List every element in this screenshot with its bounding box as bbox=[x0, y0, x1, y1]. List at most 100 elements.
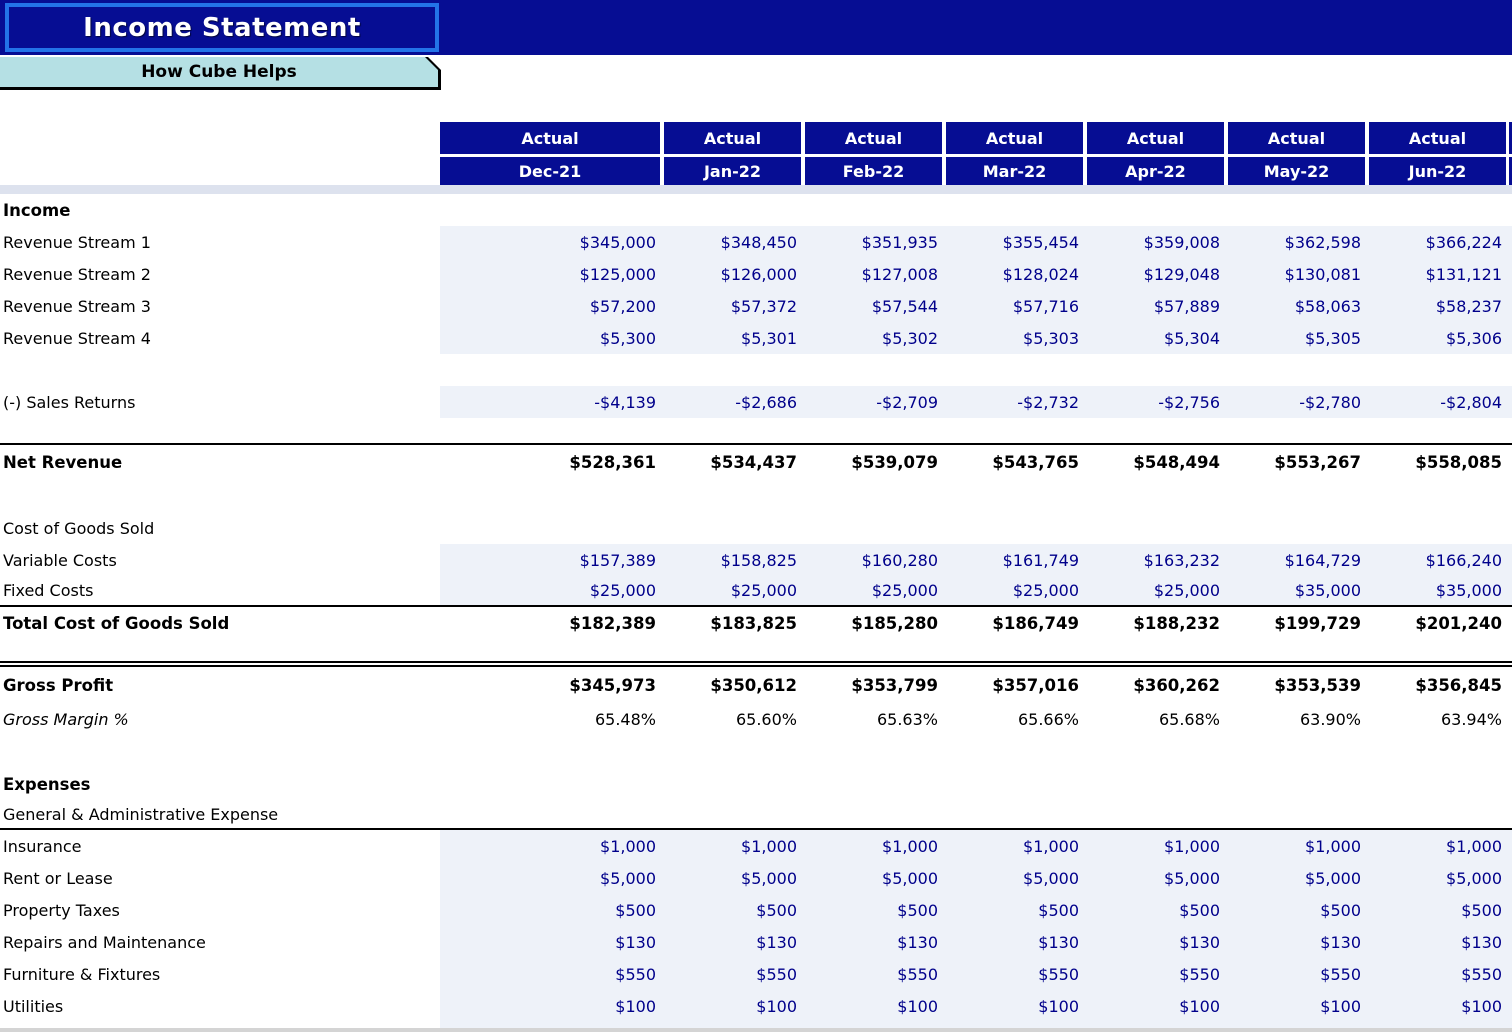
cell-value[interactable] bbox=[440, 194, 660, 226]
column-header[interactable]: Actual bbox=[1365, 122, 1506, 154]
cell-value[interactable]: $500 bbox=[615, 900, 656, 920]
cell-value[interactable] bbox=[1365, 194, 1506, 226]
cell-value[interactable]: $125,000 bbox=[579, 264, 656, 284]
cell-value[interactable]: $100 bbox=[1461, 996, 1502, 1016]
cell-value[interactable]: $164,729 bbox=[1284, 550, 1361, 570]
cell-value[interactable]: $351,935 bbox=[861, 232, 938, 252]
cell-value[interactable]: $5,000 bbox=[1164, 868, 1220, 888]
column-header[interactable]: Actual bbox=[942, 122, 1083, 154]
cell-value[interactable] bbox=[440, 800, 660, 828]
cell-value[interactable]: -$2,732 bbox=[1017, 392, 1079, 412]
cell-value[interactable]: $550 bbox=[615, 964, 656, 984]
cell-value[interactable]: $100 bbox=[756, 996, 797, 1016]
cell-value[interactable]: $131,121 bbox=[1425, 264, 1502, 284]
cell-value[interactable]: $500 bbox=[1038, 900, 1079, 920]
row-label[interactable]: Total Cost of Goods Sold bbox=[3, 614, 230, 633]
cell-value[interactable] bbox=[440, 768, 660, 800]
cell-value[interactable]: $1,000 bbox=[1023, 836, 1079, 856]
cell-value[interactable]: $130 bbox=[1179, 932, 1220, 952]
cell-value[interactable]: $5,304 bbox=[1164, 328, 1220, 348]
row-label[interactable]: Repairs and Maintenance bbox=[3, 932, 206, 952]
cell-value[interactable]: $57,372 bbox=[730, 296, 797, 316]
cell-value[interactable]: $550 bbox=[1461, 964, 1502, 984]
cell-value[interactable]: 63.90% bbox=[1299, 709, 1361, 729]
cell-value[interactable]: $550 bbox=[1320, 964, 1361, 984]
cell-value[interactable] bbox=[1365, 512, 1506, 544]
cell-value[interactable] bbox=[660, 194, 801, 226]
cell-value[interactable]: $539,079 bbox=[851, 453, 938, 472]
cell-value[interactable] bbox=[1365, 800, 1506, 828]
cell-value[interactable]: 65.68% bbox=[1158, 709, 1220, 729]
cell-value[interactable]: $550 bbox=[897, 964, 938, 984]
cell-value[interactable]: $5,000 bbox=[600, 868, 656, 888]
cell-value[interactable]: $1,000 bbox=[1164, 836, 1220, 856]
cell-value[interactable]: $188,232 bbox=[1133, 614, 1220, 633]
how-cube-helps-tab[interactable]: How Cube Helps bbox=[0, 57, 441, 90]
cell-value[interactable]: $25,000 bbox=[589, 581, 656, 600]
cell-value[interactable]: $5,000 bbox=[1023, 868, 1079, 888]
cell-value[interactable]: $5,305 bbox=[1305, 328, 1361, 348]
cell-value[interactable]: $100 bbox=[1038, 996, 1079, 1016]
cell-value[interactable]: $5,000 bbox=[882, 868, 938, 888]
cell-value[interactable]: $1,000 bbox=[1305, 836, 1361, 856]
cell-value[interactable]: -$2,686 bbox=[735, 392, 797, 412]
cell-value[interactable]: $161,749 bbox=[1002, 550, 1079, 570]
cell-value[interactable] bbox=[1224, 768, 1365, 800]
column-header[interactable]: Apr-22 bbox=[1083, 157, 1224, 185]
cell-value[interactable]: -$2,780 bbox=[1299, 392, 1361, 412]
cell-value[interactable]: $185,280 bbox=[851, 614, 938, 633]
row-label[interactable]: Revenue Stream 2 bbox=[3, 264, 151, 284]
row-label[interactable] bbox=[0, 1022, 440, 1028]
cell-value[interactable]: $25,000 bbox=[1012, 581, 1079, 600]
cell-value[interactable]: $550 bbox=[756, 964, 797, 984]
cell-value[interactable] bbox=[801, 1022, 942, 1028]
row-label[interactable]: Property Taxes bbox=[3, 900, 120, 920]
cell-value[interactable]: $500 bbox=[1179, 900, 1220, 920]
row-label[interactable]: Insurance bbox=[3, 836, 82, 856]
cell-value[interactable]: $360,262 bbox=[1133, 675, 1220, 695]
cell-value[interactable]: $130 bbox=[1461, 932, 1502, 952]
cell-value[interactable] bbox=[1083, 512, 1224, 544]
cell-value[interactable]: $57,544 bbox=[871, 296, 938, 316]
row-label[interactable]: Revenue Stream 4 bbox=[3, 328, 151, 348]
cell-value[interactable]: $186,749 bbox=[992, 614, 1079, 633]
cell-value[interactable]: $100 bbox=[615, 996, 656, 1016]
cell-value[interactable]: $356,845 bbox=[1415, 675, 1502, 695]
cell-value[interactable]: $1,000 bbox=[741, 836, 797, 856]
row-label[interactable]: Variable Costs bbox=[3, 550, 117, 570]
cell-value[interactable] bbox=[1224, 194, 1365, 226]
cell-value[interactable]: 65.63% bbox=[876, 709, 938, 729]
row-label[interactable]: Revenue Stream 1 bbox=[3, 232, 151, 252]
column-header[interactable]: May-22 bbox=[1224, 157, 1365, 185]
cell-value[interactable]: 65.48% bbox=[594, 709, 656, 729]
row-label[interactable]: General & Administrative Expense bbox=[3, 804, 279, 824]
cell-value[interactable]: $345,000 bbox=[579, 232, 656, 252]
cell-value[interactable]: $57,200 bbox=[589, 296, 656, 316]
cell-value[interactable] bbox=[440, 1022, 660, 1028]
cell-value[interactable]: -$4,139 bbox=[594, 392, 656, 412]
cell-value[interactable]: $1,000 bbox=[600, 836, 656, 856]
cell-value[interactable] bbox=[942, 194, 1083, 226]
cell-value[interactable]: $130 bbox=[756, 932, 797, 952]
cell-value[interactable] bbox=[1365, 1022, 1506, 1028]
cell-value[interactable]: $553,267 bbox=[1274, 453, 1361, 472]
cell-value[interactable]: $5,000 bbox=[1305, 868, 1361, 888]
cell-value[interactable]: $100 bbox=[1179, 996, 1220, 1016]
cell-value[interactable] bbox=[942, 1022, 1083, 1028]
cell-value[interactable]: $500 bbox=[1461, 900, 1502, 920]
cell-value[interactable]: $128,024 bbox=[1002, 264, 1079, 284]
cell-value[interactable]: $548,494 bbox=[1133, 453, 1220, 472]
cell-value[interactable]: -$2,756 bbox=[1158, 392, 1220, 412]
cell-value[interactable]: $350,612 bbox=[710, 675, 797, 695]
cell-value[interactable]: $58,237 bbox=[1435, 296, 1502, 316]
column-header[interactable]: Actual bbox=[1224, 122, 1365, 154]
cell-value[interactable]: $500 bbox=[1320, 900, 1361, 920]
row-label[interactable]: (-) Sales Returns bbox=[3, 392, 136, 412]
cell-value[interactable]: $129,048 bbox=[1143, 264, 1220, 284]
cell-value[interactable]: $366,224 bbox=[1425, 232, 1502, 252]
cell-value[interactable]: $1,000 bbox=[882, 836, 938, 856]
cell-value[interactable] bbox=[801, 194, 942, 226]
cell-value[interactable]: $127,008 bbox=[861, 264, 938, 284]
cell-value[interactable]: $126,000 bbox=[720, 264, 797, 284]
row-label[interactable]: Fixed Costs bbox=[3, 581, 94, 600]
